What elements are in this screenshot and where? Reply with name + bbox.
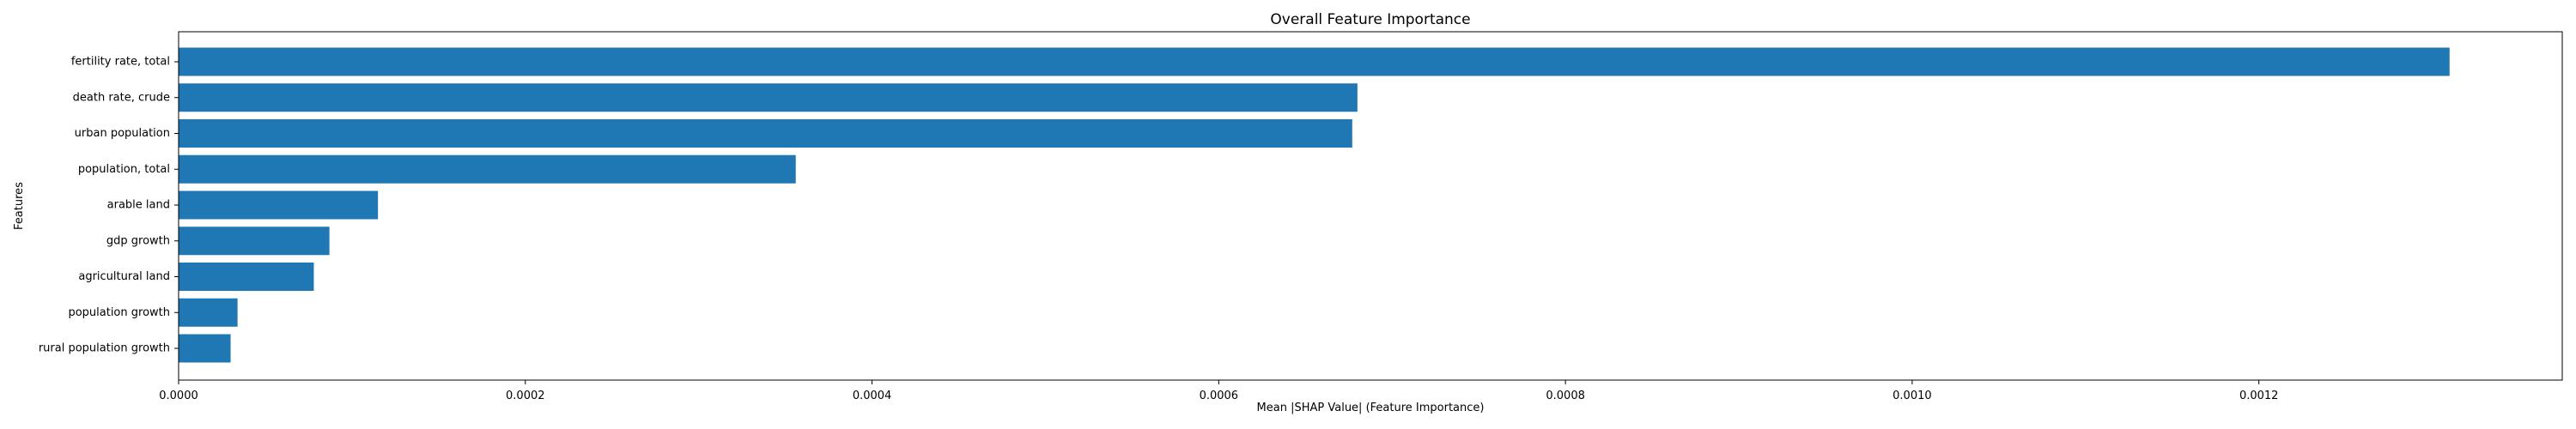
x-tick-label: 0.0004 — [853, 390, 892, 402]
y-axis-label: Features — [13, 182, 26, 230]
bar — [179, 334, 231, 363]
x-axis-label: Mean |SHAP Value| (Feature Importance) — [1257, 402, 1485, 414]
x-tick-label: 0.0000 — [159, 390, 198, 402]
y-tick-label: rural population growth — [39, 342, 170, 355]
y-tick-label: agricultural land — [78, 270, 170, 283]
y-tick-label: gdp growth — [106, 234, 170, 247]
x-tick-label: 0.0012 — [2239, 390, 2279, 402]
x-tick-label: 0.0010 — [1893, 390, 1932, 402]
bar — [179, 298, 238, 327]
y-tick-label: urban population — [75, 127, 170, 140]
x-tick-label: 0.0006 — [1200, 390, 1239, 402]
y-tick-label: death rate, crude — [73, 91, 170, 104]
bars-group — [179, 47, 2450, 363]
y-tick-label: fertility rate, total — [71, 56, 170, 69]
y-tick-label: population growth — [68, 306, 170, 319]
bar — [179, 119, 1352, 148]
x-tick-label: 0.0002 — [506, 390, 545, 402]
x-tick-label: 0.0008 — [1546, 390, 1585, 402]
y-tick-labels: fertility rate, total death rate, crude ur… — [39, 56, 179, 355]
bar — [179, 263, 314, 291]
chart-title: Overall Feature Importance — [1270, 11, 1470, 28]
y-tick-label: arable land — [107, 199, 170, 212]
plot-frame — [178, 31, 2563, 381]
x-ticks: 0.0000 0.0002 0.0004 0.0006 0.0008 0.0010 0.00… — [159, 380, 2278, 402]
bar — [179, 83, 1358, 112]
y-tick-label: population, total — [78, 163, 170, 176]
bar — [179, 190, 379, 220]
bar — [179, 47, 2450, 76]
bar — [179, 154, 796, 184]
bar — [179, 227, 330, 256]
